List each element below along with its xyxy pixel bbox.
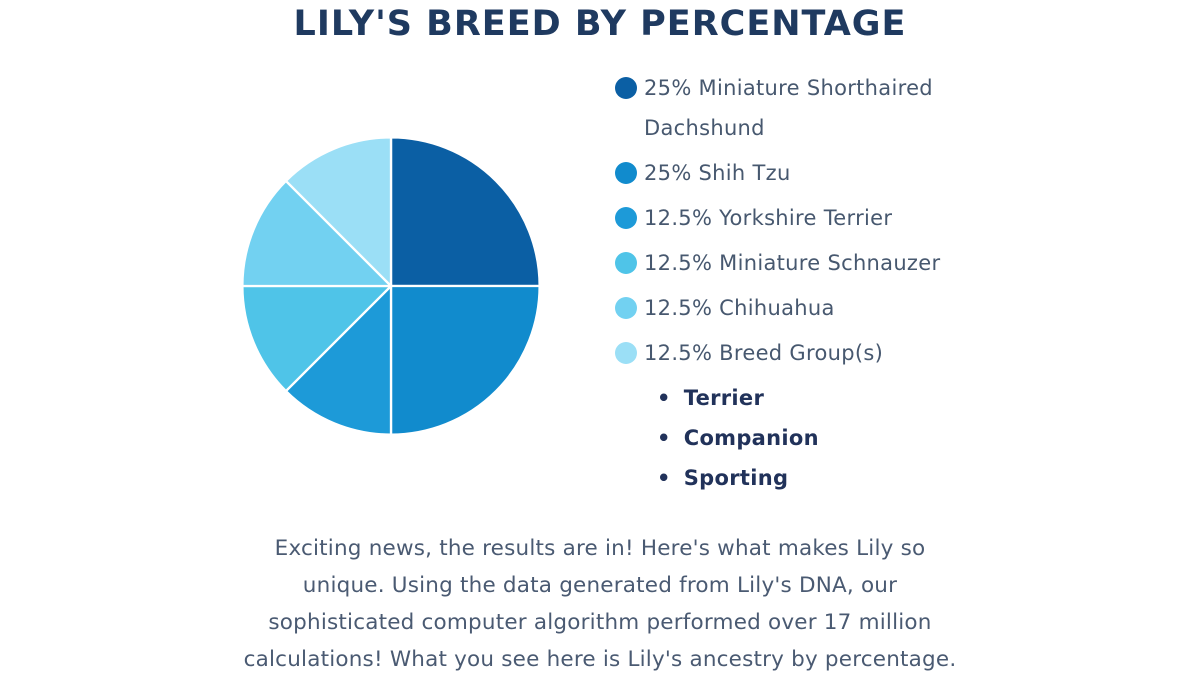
pie-slice-yorkshire-terrier [284,284,393,436]
sublist-item-sporting: Sporting [657,458,1035,498]
legend-item-yorkshire-terrier: 12.5% Yorkshire Terrier [615,198,1035,238]
pie-chart [237,132,545,440]
legend-label-dachshund: 25% Miniature Shorthaired Dachshund [644,76,933,140]
legend-label-breed-groups: 12.5% Breed Group(s) [644,341,884,365]
legend-item-dachshund: 25% Miniature Shorthaired Dachshund [615,68,1035,148]
legend-label-chihuahua: 12.5% Chihuahua [644,296,835,320]
pie-slice-breed-groups [284,136,393,288]
legend-dot-shih-tzu [615,162,637,184]
pie-slice-miniature-shorthaired-dachshund [389,136,541,288]
paragraph-line: calculations! What you see here is Lily'… [243,647,957,672]
legend-label-miniature-schnauzer: 12.5% Miniature Schnauzer [644,251,941,275]
legend-label-shih-tzu: 25% Shih Tzu [644,161,791,185]
legend-dot-chihuahua [615,297,637,319]
pie-chart-svg [241,136,541,436]
legend-item-breed-groups: 12.5% Breed Group(s) [615,333,1035,373]
paragraph-line: unique. Using the data generated from Li… [302,573,898,598]
pie-slice-shih-tzu [389,284,541,436]
legend-dot-yorkshire-terrier [615,207,637,229]
legend-dot-breed-groups [615,342,637,364]
pie-slice-chihuahua [241,179,393,288]
legend-item-shih-tzu: 25% Shih Tzu [615,153,1035,193]
breed-group-sublist: Terrier Companion Sporting [615,378,1035,498]
chart-title: LILY'S BREED BY PERCENTAGE [293,4,907,44]
legend-item-chihuahua: 12.5% Chihuahua [615,288,1035,328]
sublist-item-terrier: Terrier [657,378,1035,418]
paragraph-line: Exciting news, the results are in! Here'… [274,536,926,561]
description-paragraph: Exciting news, the results are in! Here'… [0,530,1200,675]
legend-item-miniature-schnauzer: 12.5% Miniature Schnauzer [615,243,1035,283]
pie-slice-miniature-schnauzer [241,284,393,393]
sublist-item-companion: Companion [657,418,1035,458]
paragraph-line: sophisticated computer algorithm perform… [268,610,932,635]
legend: 25% Miniature Shorthaired Dachshund 25% … [615,68,1035,498]
legend-label-yorkshire-terrier: 12.5% Yorkshire Terrier [644,206,893,230]
legend-dot-dachshund [615,77,637,99]
legend-dot-miniature-schnauzer [615,252,637,274]
